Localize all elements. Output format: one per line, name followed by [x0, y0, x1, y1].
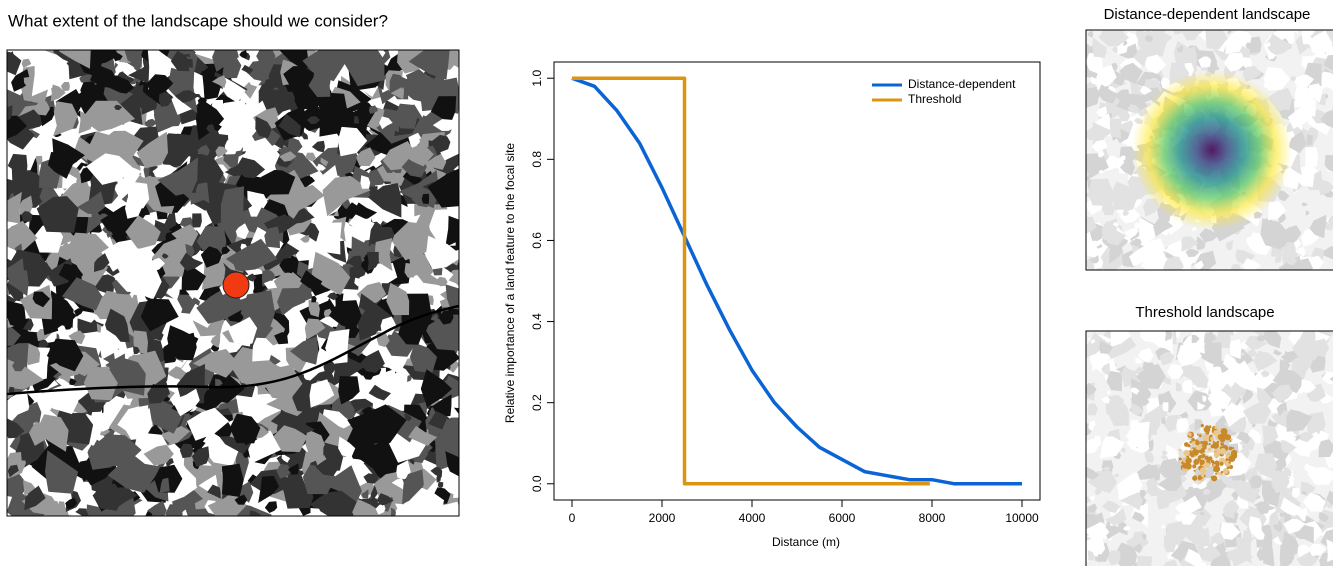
y-tick-label: 0.4: [530, 313, 544, 330]
y-tick-label: 1.0: [530, 70, 544, 87]
y-tick-label: 0.2: [530, 394, 544, 411]
weight-surface: [1132, 70, 1292, 230]
x-tick-label: 0: [569, 511, 576, 525]
land-patch: [222, 464, 244, 497]
threshold-patch: [1192, 464, 1196, 468]
land-patch: [1202, 396, 1206, 402]
threshold-patch: [1194, 470, 1196, 472]
threshold-patch: [1211, 460, 1215, 464]
threshold-patch: [1202, 449, 1205, 452]
threshold-patch: [1220, 462, 1224, 466]
threshold-patch: [1208, 443, 1210, 445]
land-patch: [1305, 147, 1318, 166]
threshold-patch: [1213, 466, 1220, 473]
threshold-patch: [1201, 474, 1205, 478]
threshold-patch: [1220, 448, 1227, 455]
x-tick-label: 6000: [829, 511, 856, 525]
threshold-patch: [1221, 471, 1223, 473]
line-series: [572, 78, 930, 484]
y-axis-label: Relative importance of a land feature to…: [503, 143, 517, 423]
threshold-patch: [1214, 426, 1217, 429]
threshold-patch: [1229, 455, 1236, 462]
figure-title: What extent of the landscape should we c…: [8, 11, 388, 30]
threshold-patch: [1225, 434, 1231, 440]
y-tick-label: 0.8: [530, 151, 544, 168]
x-tick-label: 10000: [1005, 511, 1039, 525]
land-patch: [443, 419, 463, 439]
threshold-patch: [1229, 446, 1233, 450]
threshold-patch: [1192, 476, 1197, 481]
threshold-patch: [1205, 425, 1209, 429]
threshold-patch: [1202, 454, 1206, 458]
x-tick-label: 2000: [649, 511, 676, 525]
threshold-patch: [1179, 457, 1182, 460]
threshold-patch: [1221, 428, 1228, 435]
threshold-patch: [1199, 460, 1204, 465]
threshold-patch: [1229, 440, 1231, 442]
land-patch: [1142, 534, 1146, 540]
threshold-patch: [1211, 475, 1217, 481]
threshold-patch: [1208, 448, 1211, 451]
threshold-patch: [1183, 450, 1189, 456]
land-patch: [221, 186, 244, 226]
threshold-patch: [1187, 444, 1190, 447]
land-patch: [1163, 402, 1169, 411]
threshold-patch: [1193, 450, 1195, 452]
threshold-patch: [1220, 442, 1224, 446]
distance-map: [1076, 17, 1333, 279]
threshold-patch: [1201, 424, 1204, 427]
threshold-patch: [1187, 435, 1189, 437]
panel-title: Threshold landscape: [1135, 304, 1274, 321]
land-patch: [422, 194, 429, 204]
panel-title: Distance-dependent landscape: [1104, 6, 1311, 23]
threshold-patch: [1209, 440, 1211, 442]
land-patch: [1307, 135, 1313, 146]
threshold-patch: [1200, 467, 1207, 474]
x-axis-label: Distance (m): [772, 535, 840, 549]
threshold-patch: [1204, 462, 1210, 468]
threshold-patch: [1198, 477, 1201, 480]
legend-label: Threshold: [908, 92, 961, 106]
land-patch: [1319, 439, 1333, 457]
threshold-patch: [1202, 441, 1208, 447]
threshold-patch: [1216, 430, 1219, 433]
legend-label: Distance-dependent: [908, 77, 1016, 91]
threshold-patch: [1232, 447, 1234, 449]
threshold-map: [1074, 322, 1333, 566]
threshold-patch: [1199, 434, 1202, 437]
line-series: [572, 78, 1022, 484]
threshold-patch: [1186, 457, 1192, 463]
threshold-patch: [1231, 450, 1237, 456]
x-tick-label: 8000: [919, 511, 946, 525]
threshold-patch: [1205, 456, 1209, 460]
threshold-patch: [1218, 434, 1224, 440]
threshold-patch: [1214, 451, 1220, 457]
land-patch: [1137, 556, 1152, 566]
threshold-patch: [1203, 435, 1209, 441]
land-patch: [192, 213, 202, 227]
threshold-patch: [1212, 442, 1219, 449]
line-chart: Distance (m) Relative importance of a la…: [503, 62, 1040, 549]
land-patch: [1110, 119, 1122, 139]
threshold-patch: [1229, 461, 1231, 463]
focal-site: [223, 272, 249, 298]
threshold-patch: [1215, 473, 1217, 475]
threshold-patch: [1191, 441, 1195, 445]
threshold-patch: [1195, 440, 1200, 445]
land-patch: [1250, 37, 1262, 54]
y-tick-label: 0.0: [530, 475, 544, 492]
threshold-patch: [1178, 449, 1180, 451]
x-tick-label: 4000: [739, 511, 766, 525]
y-tick-label: 0.6: [530, 232, 544, 249]
